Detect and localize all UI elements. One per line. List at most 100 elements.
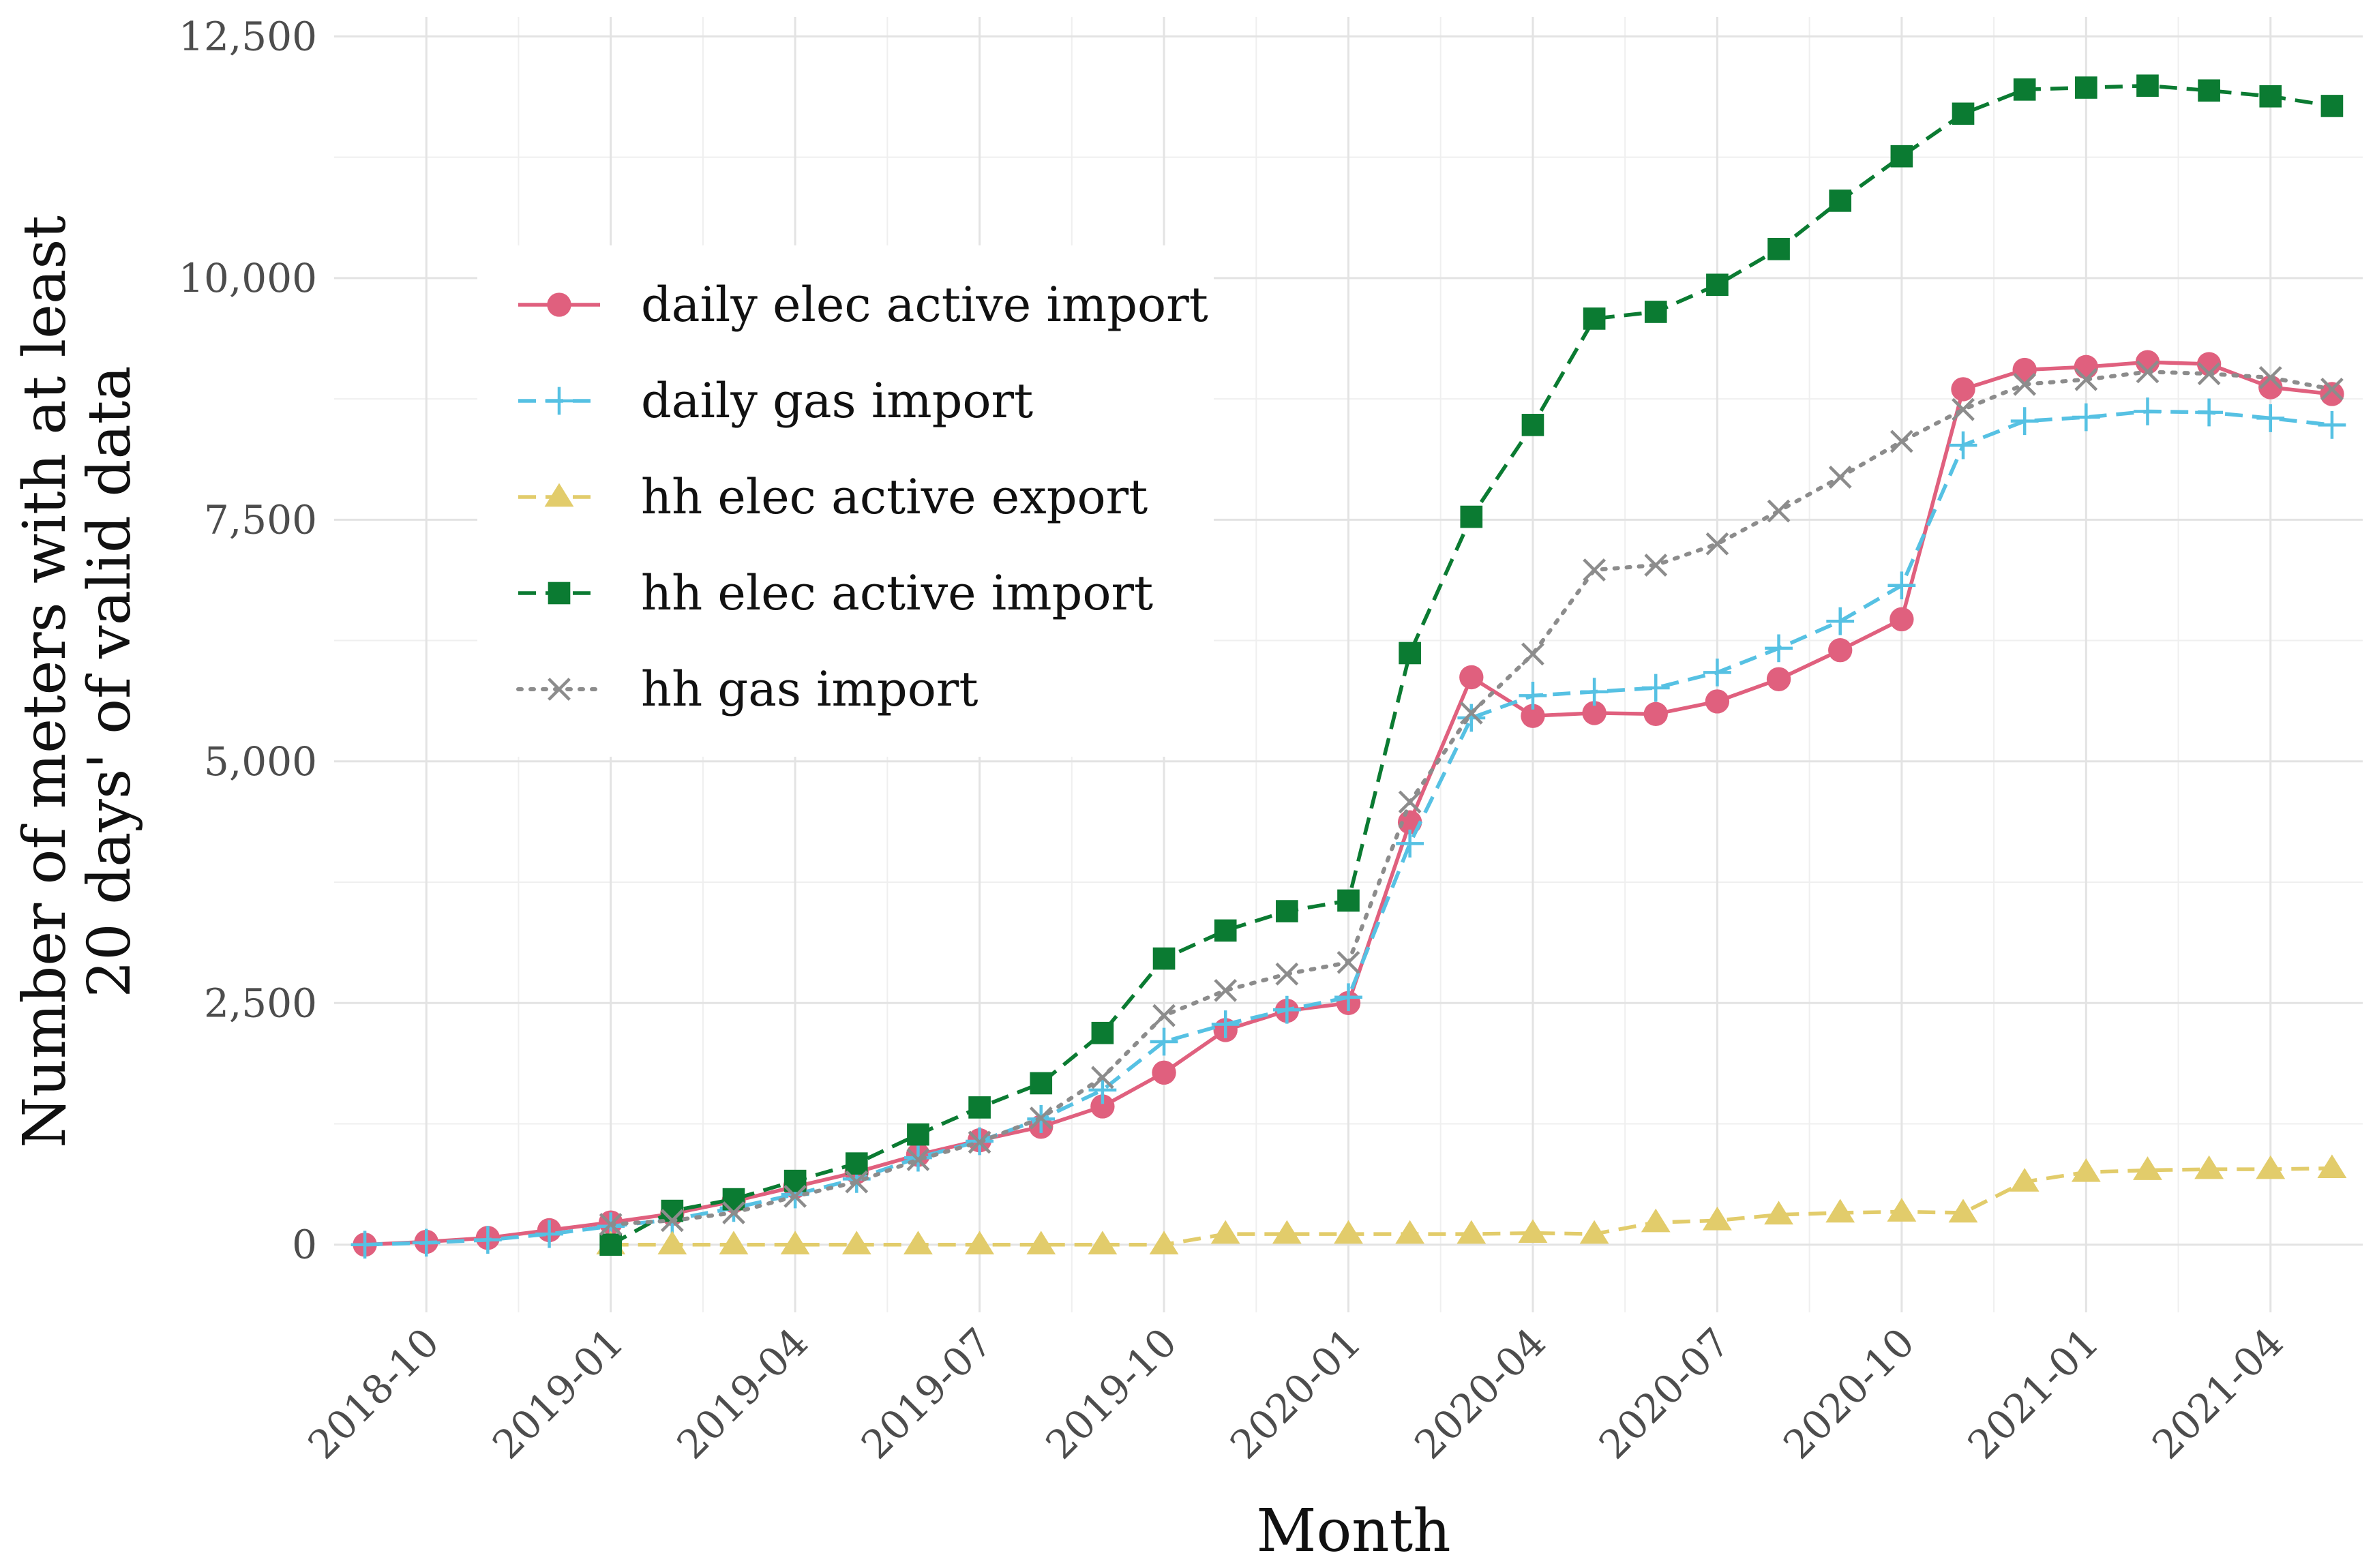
data-point-square: [1952, 102, 1975, 125]
x-tick-label: 2019-10: [1036, 1319, 1186, 1468]
x-tick-label: 2019-07: [852, 1319, 1002, 1468]
data-point-triangle: [1272, 1220, 1302, 1244]
data-point-plus: [2256, 404, 2285, 432]
data-point-square: [2198, 79, 2220, 102]
data-point-x: [2258, 365, 2282, 389]
data-point-triangle: [2194, 1155, 2224, 1179]
data-point-square: [661, 1199, 684, 1222]
legend-label: hh gas import: [641, 661, 978, 717]
y-axis-title: Number of meters with at least 20 days' …: [11, 215, 144, 1148]
data-point-triangle: [1887, 1198, 1917, 1222]
x-axis-title: Month: [1256, 1497, 1450, 1565]
data-point-triangle: [841, 1231, 871, 1255]
series-hh-elec-active-import: [599, 74, 2344, 1256]
data-point-x: [599, 1213, 623, 1236]
data-point-triangle: [1210, 1220, 1240, 1244]
data-point-plus: [2318, 410, 2346, 439]
data-point-circle: [1951, 377, 1975, 402]
data-point-x: [2320, 378, 2344, 401]
data-point-triangle: [2071, 1158, 2101, 1182]
series-line: [365, 409, 2333, 1247]
data-point-square: [599, 1233, 623, 1256]
legend-label: hh elec active export: [641, 469, 1148, 525]
x-tick-label: 2020-01: [1221, 1319, 1371, 1468]
data-point-triangle: [2317, 1154, 2347, 1179]
data-point-x: [1090, 1066, 1114, 1089]
data-point-plus: [1211, 1010, 1240, 1038]
legend-label: hh elec active import: [641, 565, 1153, 621]
data-point-x: [1828, 466, 1852, 489]
x-tick-label: 2020-04: [1405, 1319, 1555, 1468]
y-tick-label: 12,500: [179, 13, 317, 59]
data-point-square: [968, 1096, 991, 1119]
data-point-x: [2136, 360, 2160, 384]
data-point-x: [1705, 532, 1729, 556]
data-point-x: [2074, 367, 2098, 391]
data-point-plus: [2134, 397, 2162, 425]
data-point-plus: [2010, 407, 2039, 436]
data-point-plus: [1519, 681, 1547, 710]
data-point-x: [1583, 558, 1607, 582]
data-point-x: [1029, 1106, 1053, 1130]
data-point-triangle: [1149, 1231, 1179, 1255]
data-point-x: [1275, 962, 1299, 986]
data-point-square: [1337, 889, 1360, 912]
data-point-x: [1644, 554, 1668, 577]
y-axis-title-line-1: Number of meters with at least: [11, 215, 79, 1148]
legend-label: daily elec active import: [641, 277, 1208, 333]
data-point-plus: [1334, 983, 1362, 1012]
data-point-plus: [1826, 607, 1855, 635]
data-point-plus: [535, 1220, 563, 1248]
data-point-plus: [412, 1228, 440, 1257]
data-point-triangle: [2010, 1168, 2040, 1192]
data-point-x: [2013, 372, 2037, 396]
data-point-square: [2136, 74, 2159, 97]
data-point-triangle: [1395, 1220, 1425, 1244]
data-point-triangle: [2133, 1156, 2162, 1180]
data-point-plus: [1088, 1076, 1117, 1104]
legend-item: hh elec active export: [518, 469, 1148, 525]
data-point-square: [1152, 947, 1176, 970]
data-point-x: [968, 1130, 991, 1154]
data-point-circle: [1705, 689, 1730, 714]
data-point-plus: [1272, 995, 1301, 1024]
data-point-square: [1521, 414, 1544, 436]
x-tick-label: 2018-10: [299, 1319, 449, 1468]
data-point-triangle: [903, 1231, 933, 1255]
series-group: [350, 74, 2347, 1259]
data-point-square: [1214, 919, 1237, 942]
data-point-plus: [473, 1226, 502, 1254]
legend-item: hh elec active import: [518, 565, 1153, 621]
data-point-square: [2074, 76, 2097, 99]
data-point-circle: [2135, 350, 2160, 374]
data-point-square: [1030, 1072, 1053, 1095]
data-point-triangle: [1948, 1198, 1978, 1223]
data-point-x: [1952, 397, 1975, 421]
data-point-triangle: [657, 1231, 687, 1255]
data-point-plus: [2072, 403, 2100, 432]
data-point-triangle: [1518, 1219, 1548, 1243]
data-point-plus: [1765, 634, 1793, 663]
data-point-plus: [1396, 829, 1424, 858]
data-point-x: [783, 1184, 807, 1208]
data-point-square: [1890, 145, 1913, 168]
data-point-plus: [350, 1231, 379, 1259]
data-point-triangle: [1702, 1206, 1732, 1231]
legend-item: hh gas import: [516, 661, 978, 717]
data-point-plus: [1949, 431, 1977, 459]
data-point-plus: [1150, 1027, 1178, 1056]
data-point-square: [2320, 95, 2344, 117]
data-point-triangle: [1088, 1231, 1118, 1255]
x-tick-label: 2021-01: [1959, 1319, 2108, 1468]
legend-item: daily elec active import: [518, 277, 1208, 333]
data-point-plus: [1580, 678, 1609, 706]
data-point-x: [1459, 702, 1483, 725]
x-tick-label: 2019-01: [483, 1319, 633, 1468]
data-point-triangle: [1764, 1201, 1793, 1225]
data-point-triangle: [1825, 1198, 1855, 1223]
data-point-triangle: [1457, 1220, 1487, 1244]
data-point-square: [1399, 642, 1421, 665]
legend-marker-x: [548, 678, 571, 701]
data-point-circle: [2320, 382, 2344, 406]
